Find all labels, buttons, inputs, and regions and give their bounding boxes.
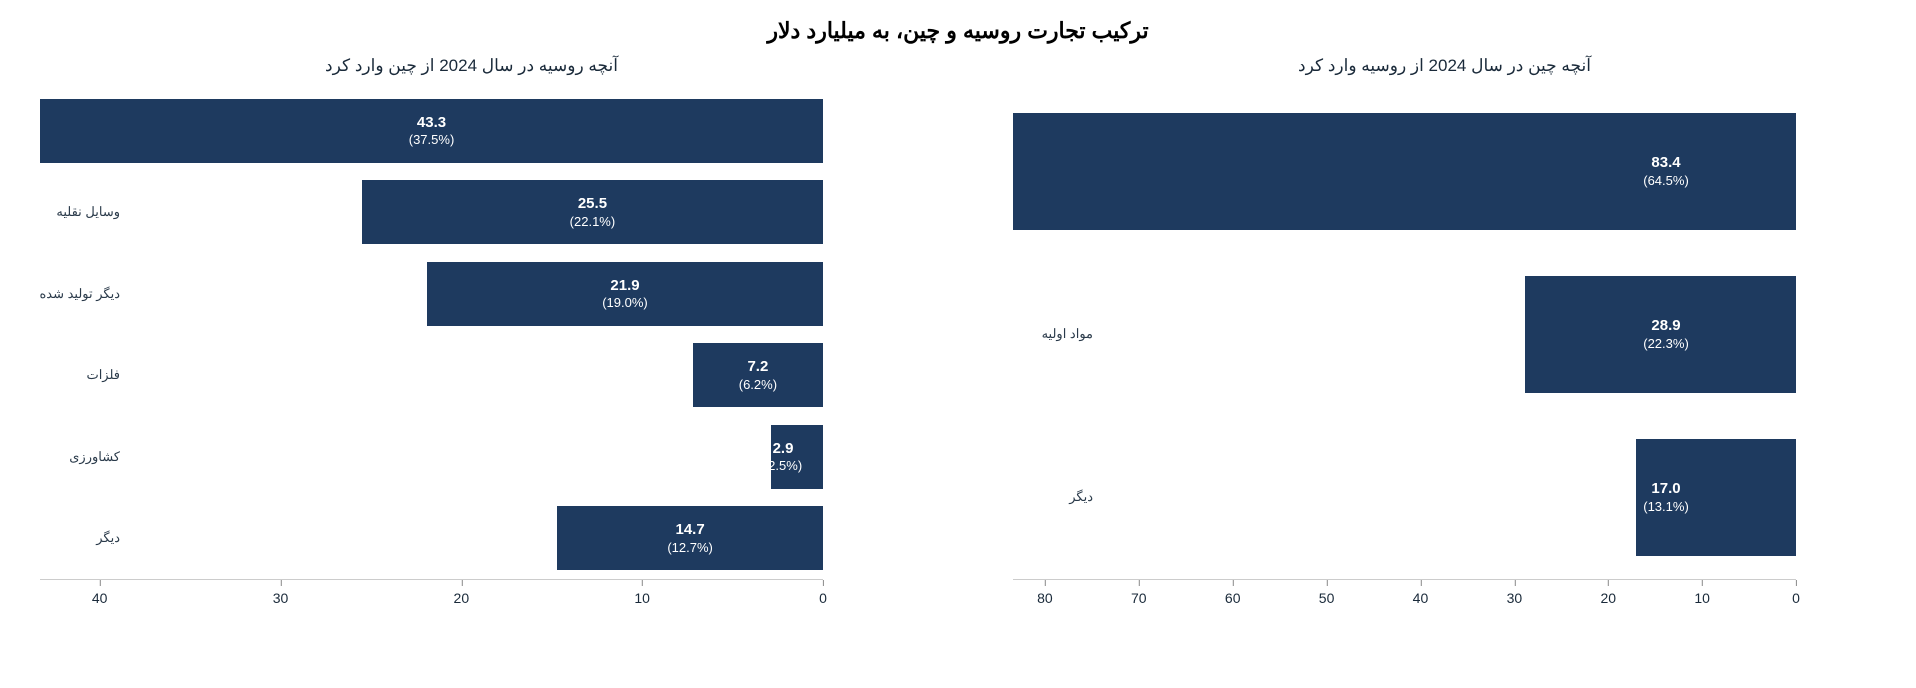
x-tick: 30 — [273, 580, 289, 606]
bar-row: دیگر تولید شده 21.9(19.0%) — [40, 262, 823, 326]
bar-percent: (22.3%) — [1596, 336, 1736, 353]
bar-value-label: 83.4(64.5%) — [1596, 153, 1736, 189]
bar-percent: (13.1%) — [1596, 499, 1736, 516]
bar-value-label: 2.9(2.5%) — [743, 439, 823, 475]
panel-russia-imports: آنچه روسیه در سال 2024 از چین وارد کرد م… — [40, 52, 903, 620]
category-label: دیگر — [40, 530, 120, 546]
bar-value-label: 25.5(22.1%) — [362, 194, 823, 230]
bar-row: ماشین آلات43.3(37.5%) — [40, 99, 823, 163]
panel-china-imports: آنچه چین در سال 2024 از روسیه وارد کرد ا… — [1013, 52, 1876, 620]
category-label: فلزات — [40, 367, 120, 383]
bar-row: دیگر 17.0(13.1%) — [1013, 439, 1796, 556]
x-tick: 0 — [1792, 580, 1800, 606]
bars-region-right: ماشین آلات43.3(37.5%) وسایل نقلیه 25.5(22.… — [40, 90, 823, 580]
bar-row: وسایل نقلیه 25.5(22.1%) — [40, 180, 823, 244]
bar-value: 2.9 — [743, 439, 823, 459]
category-label: وسایل نقلیه — [40, 204, 120, 220]
bar-percent: (22.1%) — [362, 214, 823, 231]
bar-percent: (2.5%) — [743, 458, 823, 475]
bar-value-label: 17.0(13.1%) — [1596, 479, 1736, 515]
x-tick: 10 — [634, 580, 650, 606]
bar-value-label: 7.2(6.2%) — [693, 357, 823, 393]
category-label: کشاورزی — [40, 449, 120, 465]
bar-value: 14.7 — [557, 520, 823, 540]
plot-area-right: ماشین آلات43.3(37.5%) وسایل نقلیه 25.5(22.… — [40, 90, 823, 620]
x-tick: 40 — [92, 580, 108, 606]
bar-value-label: 14.7(12.7%) — [557, 520, 823, 556]
plot-area-left: انرژی83.4(64.5%) مواد اولیه 28.9(22.3%) دیگ… — [1013, 90, 1796, 620]
bar-percent: (6.2%) — [693, 377, 823, 394]
bar-value-label: 21.9(19.0%) — [427, 276, 823, 312]
bar-value: 21.9 — [427, 276, 823, 296]
x-tick: 80 — [1037, 580, 1053, 606]
x-tick: 40 — [1413, 580, 1429, 606]
category-label: دیگر تولید شده — [40, 286, 120, 302]
bar-value-label: 43.3(37.5%) — [40, 113, 823, 149]
x-tick: 20 — [454, 580, 470, 606]
x-tick: 0 — [819, 580, 827, 606]
bar-value: 7.2 — [693, 357, 823, 377]
bar-row: انرژی83.4(64.5%) — [1013, 113, 1796, 230]
x-axis-right: 010203040 — [40, 580, 823, 620]
bars-region-left: انرژی83.4(64.5%) مواد اولیه 28.9(22.3%) دیگ… — [1013, 90, 1796, 580]
category-label: دیگر — [1013, 489, 1093, 505]
bar-percent: (12.7%) — [557, 540, 823, 557]
bar-row: مواد اولیه 28.9(22.3%) — [1013, 276, 1796, 393]
category-label: مواد اولیه — [1013, 326, 1093, 342]
panels-container: آنچه روسیه در سال 2024 از چین وارد کرد م… — [0, 52, 1916, 620]
x-axis-left: 01020304050607080 — [1013, 580, 1796, 620]
main-title: ترکیب تجارت روسیه و چین، به میلیارد دلار — [0, 0, 1916, 52]
bar-value: 43.3 — [40, 113, 823, 133]
x-tick: 30 — [1507, 580, 1523, 606]
x-tick: 70 — [1131, 580, 1147, 606]
bar-row: فلزات 7.2(6.2%) — [40, 343, 823, 407]
x-tick: 20 — [1600, 580, 1616, 606]
x-tick: 60 — [1225, 580, 1241, 606]
bar-row: کشاورزی 2.9(2.5%) — [40, 425, 823, 489]
x-tick: 10 — [1694, 580, 1710, 606]
bar-value: 25.5 — [362, 194, 823, 214]
bar-value: 17.0 — [1596, 479, 1736, 499]
bar-value: 83.4 — [1596, 153, 1736, 173]
bar-value-label: 28.9(22.3%) — [1596, 316, 1736, 352]
bar-percent: (64.5%) — [1596, 173, 1736, 190]
bar-value: 28.9 — [1596, 316, 1736, 336]
panel-title-right: آنچه روسیه در سال 2024 از چین وارد کرد — [40, 56, 903, 76]
bar-row: دیگر 14.7(12.7%) — [40, 506, 823, 570]
x-tick: 50 — [1319, 580, 1335, 606]
panel-title-left: آنچه چین در سال 2024 از روسیه وارد کرد — [1013, 56, 1876, 76]
bar-percent: (19.0%) — [427, 295, 823, 312]
bar-percent: (37.5%) — [40, 132, 823, 149]
